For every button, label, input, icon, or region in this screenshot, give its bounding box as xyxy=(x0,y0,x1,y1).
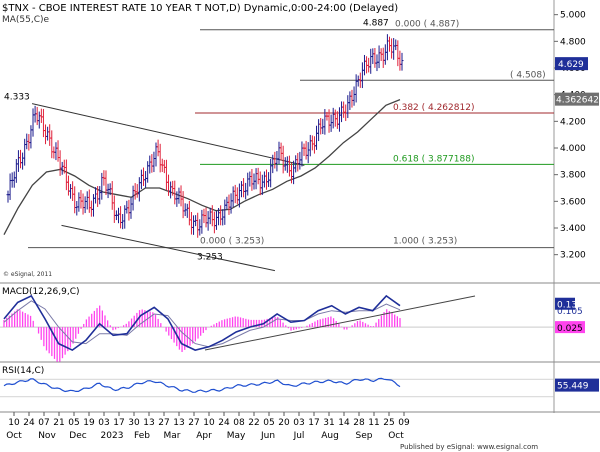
x-month-label: Apr xyxy=(196,431,212,441)
trendline xyxy=(61,224,276,272)
x-day-label: 10 xyxy=(8,418,20,428)
macd-line xyxy=(3,294,401,352)
x-month-label: Dec xyxy=(69,431,86,441)
x-month-label: Feb xyxy=(134,431,150,441)
x-day-label: 27 xyxy=(158,418,169,428)
x-month-label: Sep xyxy=(356,431,373,441)
rsi-value-box xyxy=(555,378,599,392)
y-tick-label: 4.200 xyxy=(560,117,586,127)
x-day-label: 14 xyxy=(338,418,350,428)
price-labels: 4.333 3.253 4.887 4.629 4.362642 xyxy=(4,19,599,263)
macd-hist-box xyxy=(555,321,585,334)
y-tick-label: 4.000 xyxy=(560,144,586,154)
trendlines xyxy=(31,103,305,272)
y-tick-label: 3.200 xyxy=(560,251,586,261)
x-day-label: 21 xyxy=(53,418,64,428)
fib-label: 1.000 ( 3.253) xyxy=(393,237,457,247)
macd-title: MACD(12,26,9,C) xyxy=(2,287,80,297)
x-day-label: 24 xyxy=(23,418,35,428)
macd-value: 0.13 xyxy=(557,301,577,311)
price-label: 3.253 xyxy=(197,253,223,263)
x-day-label: 17 xyxy=(308,418,319,428)
rsi-panel: RSI(14,C) 55.449 xyxy=(0,366,599,398)
x-day-label: 03 xyxy=(293,418,304,428)
chart-title: $TNX - CBOE INTEREST RATE 10 YEAR T NOT,… xyxy=(2,3,398,14)
x-day-label: 27 xyxy=(188,418,199,428)
rsi-value: 55.449 xyxy=(557,382,589,392)
x-day-label: 09 xyxy=(398,418,410,428)
fib-label: 0.000 ( 4.887) xyxy=(395,20,459,30)
rsi-line xyxy=(3,377,401,393)
copyright: © eSignal, 2011 xyxy=(3,271,52,278)
x-day-label: 13 xyxy=(173,418,184,428)
ma-line xyxy=(3,98,401,236)
x-day-label: 03 xyxy=(98,418,109,428)
y-tick-label: 3.400 xyxy=(560,224,586,234)
ma-value-box xyxy=(555,92,599,106)
x-day-label: 07 xyxy=(38,418,49,428)
footer-credit: Published by eSignal: www.esignal.com xyxy=(400,443,538,451)
x-day-label: 05 xyxy=(68,418,79,428)
x-month-label: Nov xyxy=(38,431,56,441)
x-day-label: 22 xyxy=(248,418,259,428)
price-bars xyxy=(6,34,404,238)
y-tick-label: 3.800 xyxy=(560,171,586,181)
price-label: 4.333 xyxy=(4,93,30,103)
price-panel xyxy=(0,0,554,283)
trendline xyxy=(31,103,305,166)
x-day-label: 30 xyxy=(128,418,140,428)
macd-panel: MACD(12,26,9,C) 0.130.105 0.025 xyxy=(0,287,585,362)
x-day-label: 19 xyxy=(83,418,95,428)
fib-label: 0.382 ( 4.262812) xyxy=(393,103,474,113)
x-day-label: 20 xyxy=(278,418,290,428)
x-month-label: 2023 xyxy=(101,431,124,441)
x-day-label: 28 xyxy=(353,418,365,428)
x-day-label: 17 xyxy=(113,418,124,428)
macd-signal-line xyxy=(3,300,401,348)
x-month-label: Oct xyxy=(388,431,404,441)
x-day-label: 08 xyxy=(233,418,245,428)
x-day-label: 31 xyxy=(323,418,334,428)
x-month-label: Jul xyxy=(293,431,305,441)
x-day-label: 24 xyxy=(218,418,230,428)
ma-legend: MA(55,C)e xyxy=(2,15,50,25)
fib-label: ( 4.508) xyxy=(510,70,546,80)
price-y-ticks: 5.0004.8004.6004.4004.2004.0003.8003.600… xyxy=(554,11,586,261)
x-day-label: 05 xyxy=(263,418,274,428)
fib-label: 0.618 ( 3.877188) xyxy=(393,154,474,164)
x-month-label: Jun xyxy=(260,431,275,441)
x-axis: 10 24 07 21 05 19 03 17 30 13 27 13 27 10 24 08 22 05 20 03… xyxy=(6,412,410,441)
x-day-label: 13 xyxy=(143,418,154,428)
ma-55-line xyxy=(3,98,401,236)
x-month-label: Oct xyxy=(6,431,22,441)
macd-signal-value: 0.105 xyxy=(557,307,583,317)
fib-levels: 0.000 ( 4.887) ( 4.508) 0.382 ( 4.262812) 0… xyxy=(28,20,554,249)
y-tick-label: 5.000 xyxy=(560,11,586,21)
macd-hist-value: 0.025 xyxy=(557,324,583,334)
last-price-value: 4.629 xyxy=(558,60,584,70)
rsi-title: RSI(14,C) xyxy=(2,366,44,376)
macd-value-box xyxy=(555,297,575,310)
macd-trendline xyxy=(204,295,476,351)
x-month-label: May xyxy=(227,431,246,441)
x-day-label: 25 xyxy=(383,418,394,428)
y-tick-label: 4.800 xyxy=(560,37,586,47)
ma-value: 4.362642 xyxy=(556,96,599,106)
x-month-label: Mar xyxy=(164,431,181,441)
x-month-label: Aug xyxy=(321,431,339,441)
price-label: 4.887 xyxy=(363,19,389,29)
x-day-label: 10 xyxy=(203,418,215,428)
x-day-label: 11 xyxy=(368,418,379,428)
y-tick-label: 3.600 xyxy=(560,197,586,207)
fib-label: 0.000 ( 3.253) xyxy=(200,237,264,247)
last-price-box xyxy=(555,57,588,71)
